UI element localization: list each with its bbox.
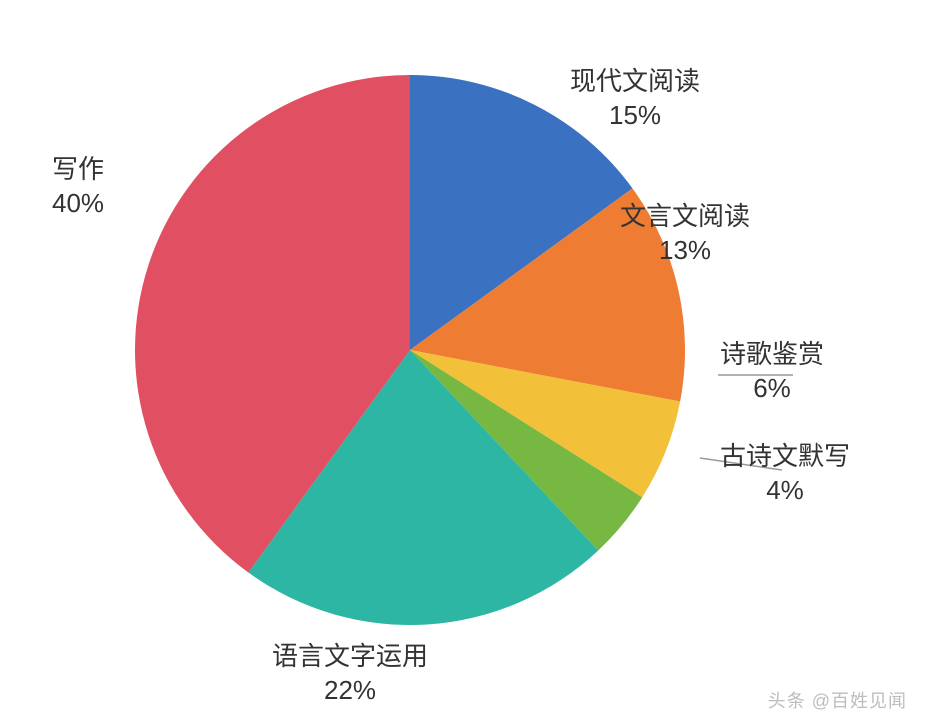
slice-label-pct: 40%	[52, 187, 104, 221]
slice-label-name: 语言文字运用	[272, 640, 428, 674]
slice-label: 语言文字运用22%	[272, 640, 428, 708]
slice-label: 写作40%	[52, 153, 104, 221]
slice-label-pct: 15%	[570, 99, 700, 133]
slice-label-name: 诗歌鉴赏	[720, 338, 824, 372]
slice-label-pct: 6%	[720, 372, 824, 406]
slice-label-pct: 22%	[272, 674, 428, 708]
slice-label-pct: 13%	[620, 234, 750, 268]
pie-chart: 现代文阅读15% 文言文阅读13% 诗歌鉴赏6% 古诗文默写4% 语言文字运用22% 写作…	[0, 0, 925, 721]
slice-label: 古诗文默写4%	[720, 440, 850, 508]
slice-label-name: 写作	[52, 153, 104, 187]
slice-label-name: 文言文阅读	[620, 200, 750, 234]
slice-label: 诗歌鉴赏6%	[720, 338, 824, 406]
slice-label-name: 现代文阅读	[570, 65, 700, 99]
slice-label-pct: 4%	[720, 474, 850, 508]
slice-label: 现代文阅读15%	[570, 65, 700, 133]
slice-label-name: 古诗文默写	[720, 440, 850, 474]
watermark: 头条 @百姓见闻	[768, 687, 907, 713]
slice-label: 文言文阅读13%	[620, 200, 750, 268]
